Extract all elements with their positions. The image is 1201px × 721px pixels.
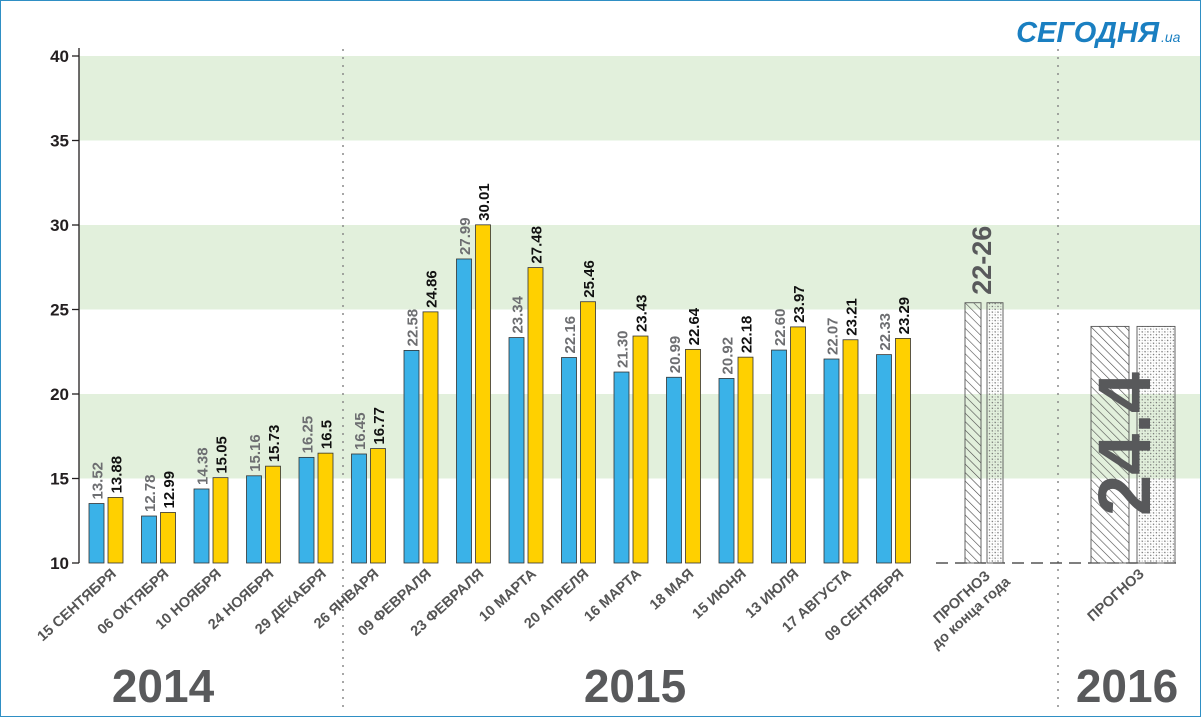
value-label-yellow-8: 27.48 xyxy=(529,226,546,264)
band-1 xyxy=(79,225,1200,310)
bar-yellow-5 xyxy=(370,448,386,564)
value-label-blue-1: 12.78 xyxy=(142,474,159,512)
bar-yellow-2 xyxy=(212,477,229,564)
bar-yellow-4 xyxy=(317,452,334,564)
bar-blue-7 xyxy=(456,258,472,564)
bar-yellow-0 xyxy=(107,497,124,564)
bar-blue-8 xyxy=(508,337,525,564)
y-tick-label-25: 25 xyxy=(50,301,69,320)
bar-yellow-3 xyxy=(265,465,281,564)
bar-blue-6 xyxy=(403,349,420,564)
value-label-blue-6: 22.58 xyxy=(405,309,422,347)
value-label-yellow-6: 24.86 xyxy=(424,270,441,308)
y-tick-label-40: 40 xyxy=(50,47,69,66)
bar-yellow-9 xyxy=(580,301,596,564)
x-label-10: 16 МАРТА xyxy=(581,566,645,625)
y-tick-label-30: 30 xyxy=(50,216,69,235)
value-label-yellow-15: 23.29 xyxy=(896,297,913,335)
value-label-blue-10: 21.30 xyxy=(615,330,632,368)
value-label-yellow-9: 25.46 xyxy=(581,260,598,298)
value-label-blue-13: 22.60 xyxy=(772,309,789,347)
brand-name: СЕГОДНЯ xyxy=(1016,17,1160,49)
value-label-blue-11: 20.99 xyxy=(667,336,684,374)
bar-blue-2 xyxy=(193,488,210,564)
value-label-yellow-4: 16.5 xyxy=(319,420,336,449)
bar-blue-13 xyxy=(771,349,787,564)
forecast-category-2016: ПРОГНОЗ xyxy=(1085,566,1148,625)
year-label-2015: 2015 xyxy=(584,660,686,712)
value-label-blue-14: 22.07 xyxy=(825,317,842,355)
year-label-2016: 2016 xyxy=(1076,660,1178,712)
bar-blue-12 xyxy=(718,378,735,564)
y-tick-label-35: 35 xyxy=(50,132,69,151)
band-2 xyxy=(79,56,1200,141)
forecast-bar-b-2016 xyxy=(1136,325,1176,564)
forecast-bar-b-2015 xyxy=(986,302,1004,564)
bar-blue-10 xyxy=(613,371,630,564)
bar-yellow-6 xyxy=(422,311,439,564)
value-label-blue-15: 22.33 xyxy=(877,313,894,351)
value-label-yellow-0: 13.88 xyxy=(109,456,126,494)
bar-blue-9 xyxy=(561,357,577,564)
value-label-blue-9: 22.16 xyxy=(562,316,579,354)
bar-yellow-11 xyxy=(685,348,701,564)
bar-blue-15 xyxy=(876,354,892,564)
forecast-bar-a-2016 xyxy=(1090,325,1130,564)
year-label-2014: 2014 xyxy=(112,660,215,712)
value-label-yellow-10: 23.43 xyxy=(634,294,651,332)
value-label-blue-2: 14.38 xyxy=(195,447,212,485)
value-label-yellow-14: 23.21 xyxy=(844,298,861,336)
x-label-12: 15 ИЮНЯ xyxy=(690,566,750,622)
bar-yellow-12 xyxy=(737,356,754,564)
value-label-yellow-5: 16.77 xyxy=(371,407,388,445)
x-label-11: 18 МАЯ xyxy=(647,566,697,613)
bar-blue-14 xyxy=(823,358,840,564)
value-label-yellow-13: 23.97 xyxy=(791,285,808,323)
value-label-blue-4: 16.25 xyxy=(300,416,317,454)
bar-blue-0 xyxy=(88,503,105,564)
value-label-blue-0: 13.52 xyxy=(90,462,107,500)
forecast-label-2015: 22-26 xyxy=(967,226,997,295)
bar-blue-11 xyxy=(666,376,682,564)
forecast-label-2016: 24.4 xyxy=(1083,372,1166,516)
bar-yellow-7 xyxy=(475,224,491,564)
forecast-bar-a-2015 xyxy=(964,302,982,564)
value-label-yellow-7: 30.01 xyxy=(476,183,493,221)
bar-yellow-14 xyxy=(842,339,859,564)
brand-logo: СЕГОДНЯ .ua xyxy=(1016,17,1181,49)
value-label-blue-5: 16.45 xyxy=(352,412,369,450)
value-label-blue-12: 20.92 xyxy=(720,337,737,375)
bar-blue-4 xyxy=(298,456,315,564)
value-label-yellow-12: 22.18 xyxy=(739,316,756,354)
bar-blue-5 xyxy=(351,453,367,564)
y-tick-label-15: 15 xyxy=(50,470,69,489)
value-label-yellow-11: 22.64 xyxy=(686,307,703,345)
bar-yellow-8 xyxy=(527,267,544,564)
bar-yellow-13 xyxy=(790,326,806,564)
y-tick-label-20: 20 xyxy=(50,385,69,404)
value-label-yellow-1: 12.99 xyxy=(161,471,178,509)
value-label-blue-3: 15.16 xyxy=(247,434,264,472)
bar-blue-1 xyxy=(141,515,157,564)
brand-suffix: .ua xyxy=(1161,29,1181,45)
value-label-yellow-2: 15.05 xyxy=(214,436,231,474)
bar-blue-3 xyxy=(246,475,262,564)
value-label-blue-7: 27.99 xyxy=(457,217,474,255)
bar-yellow-1 xyxy=(160,512,176,564)
value-label-yellow-3: 15.73 xyxy=(266,425,283,463)
bar-yellow-10 xyxy=(632,335,649,564)
bar-yellow-15 xyxy=(895,337,911,564)
y-tick-label-10: 10 xyxy=(50,554,69,573)
value-label-blue-8: 23.34 xyxy=(510,295,527,333)
